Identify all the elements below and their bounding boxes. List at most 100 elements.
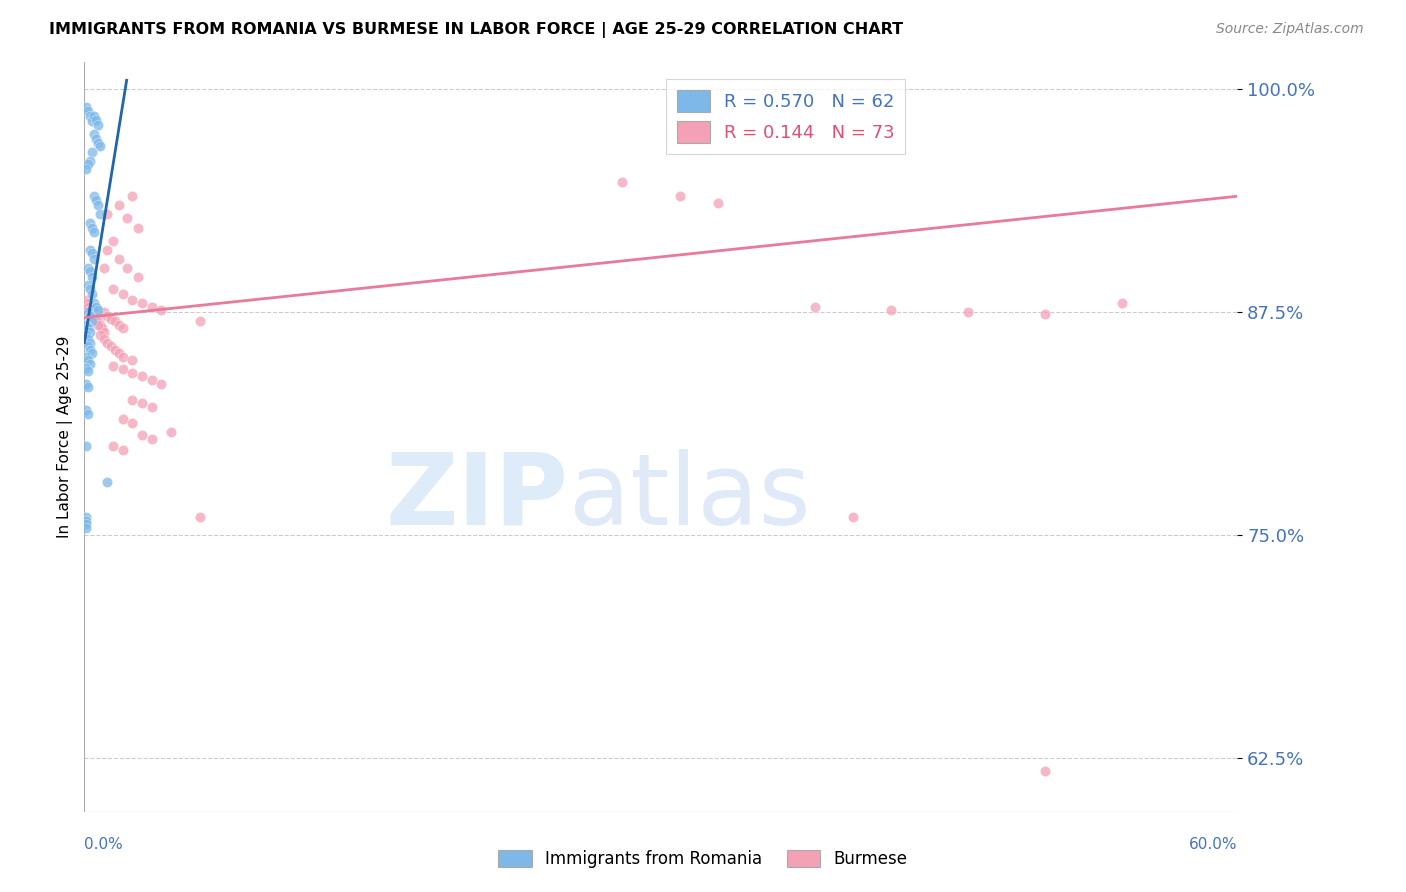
Legend: Immigrants from Romania, Burmese: Immigrants from Romania, Burmese (492, 843, 914, 875)
Point (880, 303, 903, 318)
Point (79, 325, 101, 339)
Point (150, 303, 173, 318)
Point (79, 153, 101, 168)
Point (87, 318, 110, 332)
Point (104, 314, 127, 328)
Point (111, 350, 134, 364)
Point (150, 376, 173, 391)
Text: 60.0%: 60.0% (1189, 837, 1237, 852)
Point (100, 312, 122, 326)
Text: Source: ZipAtlas.com: Source: ZipAtlas.com (1216, 22, 1364, 37)
Point (79, 282, 101, 296)
Text: ZIP: ZIP (385, 449, 568, 546)
Point (160, 425, 183, 439)
Point (1033, 764, 1056, 778)
Point (93, 332, 115, 346)
Point (131, 428, 153, 442)
Point (842, 510, 865, 524)
Point (75, 439, 97, 453)
Point (75, 514, 97, 528)
Point (89, 139, 111, 153)
Point (83, 296, 105, 310)
Point (77, 380, 100, 394)
Text: IMMIGRANTS FROM ROMANIA VS BURMESE IN LABOR FORCE | AGE 25-29 CORRELATION CHART: IMMIGRANTS FROM ROMANIA VS BURMESE IN LA… (49, 22, 903, 38)
Point (87, 136, 110, 150)
Point (75, 100, 97, 114)
Point (84, 300, 107, 314)
Point (93, 260, 115, 275)
Point (103, 282, 124, 296)
Point (89, 207, 111, 221)
Point (96, 243, 118, 257)
Point (108, 346, 131, 360)
Point (80, 114, 103, 128)
Point (79, 216, 101, 230)
Point (77, 364, 100, 378)
Point (141, 373, 163, 387)
Point (80, 246, 103, 260)
Point (100, 339, 122, 353)
Point (83, 307, 105, 321)
Point (141, 300, 163, 314)
Point (612, 175, 634, 189)
Point (111, 321, 134, 335)
Point (79, 357, 101, 371)
Point (1033, 307, 1056, 321)
Point (96, 207, 118, 221)
Point (80, 269, 103, 284)
Point (111, 362, 134, 376)
Point (77, 157, 100, 171)
Point (87, 314, 110, 328)
Point (87, 118, 110, 132)
Point (96, 309, 118, 323)
Point (115, 260, 138, 275)
Point (96, 335, 118, 350)
Point (79, 343, 101, 357)
Point (75, 293, 97, 307)
Point (707, 196, 730, 211)
Point (79, 303, 101, 318)
Point (87, 198, 110, 212)
Point (803, 300, 825, 314)
Point (141, 400, 163, 414)
Point (77, 353, 100, 368)
Point (79, 243, 101, 257)
Point (127, 221, 149, 235)
Point (79, 300, 101, 314)
Point (80, 346, 103, 360)
Text: 0.0%: 0.0% (84, 837, 124, 852)
Point (83, 252, 105, 266)
Point (77, 339, 100, 353)
Point (79, 109, 101, 123)
Point (188, 314, 211, 328)
Point (79, 335, 101, 350)
Point (83, 310, 105, 325)
Point (75, 403, 97, 417)
Point (90, 321, 112, 335)
Legend: R = 0.570   N = 62, R = 0.144   N = 73: R = 0.570 N = 62, R = 0.144 N = 73 (666, 79, 905, 153)
Point (77, 321, 100, 335)
Point (77, 332, 100, 346)
Point (108, 252, 131, 266)
Point (121, 392, 143, 407)
Point (115, 211, 138, 225)
Point (79, 309, 101, 323)
Point (75, 162, 97, 177)
Point (93, 325, 115, 339)
Point (121, 353, 143, 368)
Point (84, 193, 107, 207)
Point (669, 189, 692, 203)
Point (75, 328, 97, 343)
Point (121, 416, 143, 430)
Point (188, 510, 211, 524)
Point (80, 307, 103, 321)
Point (111, 442, 134, 457)
Point (77, 278, 100, 293)
Point (111, 287, 134, 301)
Point (131, 396, 153, 410)
Point (75, 521, 97, 535)
Point (83, 109, 105, 123)
Point (108, 318, 131, 332)
Point (75, 318, 97, 332)
Point (121, 293, 143, 307)
